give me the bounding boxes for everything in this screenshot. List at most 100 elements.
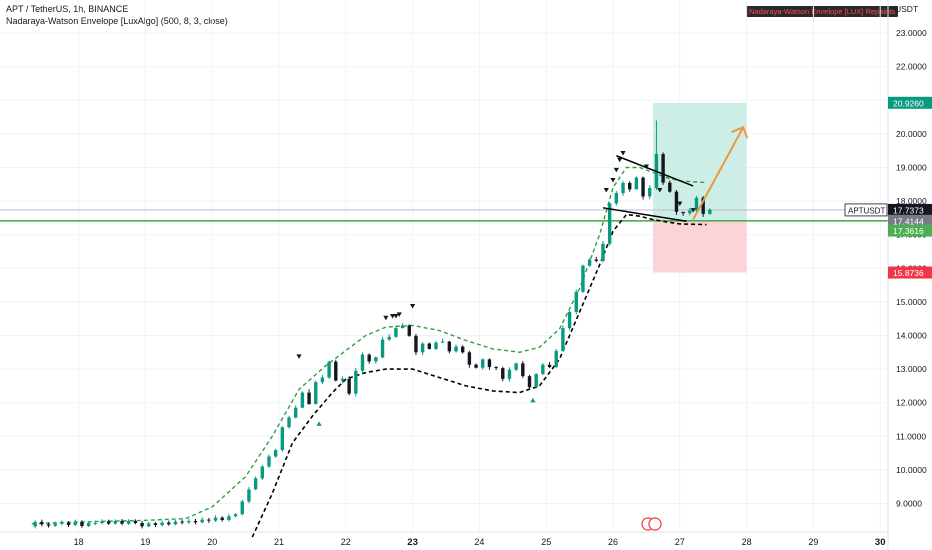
candle-body xyxy=(360,354,365,371)
candle-body xyxy=(587,259,592,266)
envelope-upper-band xyxy=(31,166,707,525)
candle-body xyxy=(474,364,478,368)
candle-body xyxy=(180,521,184,523)
candle-body xyxy=(501,368,505,379)
candle-body xyxy=(340,378,345,381)
candle-body xyxy=(153,523,158,526)
candle-body xyxy=(173,521,178,525)
time-tick-label: 23 xyxy=(407,537,418,548)
candle-body xyxy=(314,382,318,405)
candle-body xyxy=(187,520,191,523)
candle-body xyxy=(681,211,685,214)
projection-arrow xyxy=(692,126,745,221)
candle-body xyxy=(60,522,64,524)
sell-signal-marker xyxy=(690,208,696,213)
candle-body xyxy=(233,514,238,517)
price-tick-label: 19.0000 xyxy=(896,163,927,173)
time-tick-label: 19 xyxy=(140,537,150,547)
stop-price-label: 15.8736 xyxy=(893,268,924,278)
time-tick-label: 26 xyxy=(608,537,618,547)
last-price-label: 17.7373 xyxy=(893,205,924,215)
candle-body xyxy=(434,342,438,349)
candle-body xyxy=(447,341,452,352)
price-tick-label: 20.0000 xyxy=(896,129,927,139)
sell-signal-marker xyxy=(677,201,683,206)
time-tick-label: 28 xyxy=(742,537,752,547)
price-lines xyxy=(0,209,888,222)
time-tick-label: 20 xyxy=(207,537,217,547)
candle-body xyxy=(407,325,411,336)
candle-body xyxy=(53,523,57,526)
price-tick-label: 13.0000 xyxy=(896,364,927,374)
price-tick-label: 18.0000 xyxy=(896,196,927,206)
candle-body xyxy=(73,521,77,526)
envelope-bands xyxy=(31,166,707,538)
symbol-legend: APT / TetherUS, 1h, BINANCE xyxy=(6,4,129,14)
candle-body xyxy=(267,456,271,467)
candle-body xyxy=(674,191,679,212)
time-axis[interactable]: 1819202122232425262728293031 xyxy=(0,531,932,548)
candle-body xyxy=(200,519,204,523)
candle-body xyxy=(193,520,198,523)
sell-signal-marker xyxy=(393,314,399,319)
candle-body xyxy=(280,427,285,451)
candle-body xyxy=(514,363,518,370)
ticker-tag-label: APTUSDT xyxy=(848,206,885,215)
candle-body xyxy=(220,517,224,520)
candle-body xyxy=(394,328,398,337)
sell-signal-marker xyxy=(396,312,402,317)
buy-signal-marker xyxy=(530,397,536,403)
chart-grid xyxy=(0,0,888,532)
candle-body xyxy=(547,364,552,368)
position-zones xyxy=(653,102,747,273)
repaint-warning-badge: Nadaraya-Watson Envelope [LUX] Repaints xyxy=(746,6,899,17)
price-tick-label: 15.0000 xyxy=(896,297,927,307)
candle-body xyxy=(66,522,71,526)
candle-body xyxy=(621,182,625,194)
candle-body xyxy=(100,521,104,523)
candle-body xyxy=(554,350,558,368)
stop-zone xyxy=(653,220,747,273)
sell-signal-marker xyxy=(620,151,626,156)
buy-signal-marker xyxy=(316,421,322,426)
candle-body xyxy=(380,339,385,358)
price-tick-label: 9.0000 xyxy=(896,499,922,509)
candle-body xyxy=(688,210,692,214)
candle-body xyxy=(140,522,144,527)
candle-body xyxy=(581,265,585,292)
candle-body xyxy=(106,521,111,524)
candle-body xyxy=(454,346,458,352)
entry-price-label: 17.4144 xyxy=(893,216,924,226)
time-tick-label: 29 xyxy=(808,537,818,547)
price-tick-label: 14.0000 xyxy=(896,331,927,341)
time-tick-label: 27 xyxy=(675,537,685,547)
candle-body xyxy=(668,182,672,192)
candle-body xyxy=(467,352,472,365)
candle-body xyxy=(461,346,465,353)
candle-body xyxy=(354,370,358,394)
candle-body xyxy=(607,203,612,244)
candle-body xyxy=(427,343,431,349)
candle-body xyxy=(33,521,37,527)
logo-ring-2 xyxy=(648,517,662,531)
sell-signal-marker xyxy=(603,188,609,193)
candle-body xyxy=(120,520,124,524)
target-zone xyxy=(653,102,747,221)
ma-price-label: 17.3616 xyxy=(893,226,924,236)
candle-body xyxy=(387,336,391,340)
price-tick-label: 23.0000 xyxy=(896,28,927,38)
sell-signal-marker xyxy=(296,354,302,359)
sell-signal-marker xyxy=(410,303,416,309)
currency-label: USDT xyxy=(895,4,919,14)
stop-price-label-bg xyxy=(888,266,932,279)
trendline xyxy=(616,155,694,187)
tradingview-logo xyxy=(641,517,662,531)
candle-body xyxy=(347,378,351,394)
sell-signal-marker xyxy=(617,157,623,163)
candle-body xyxy=(300,392,305,408)
price-tick-label: 22.0000 xyxy=(896,62,927,72)
sell-signal-marker xyxy=(643,164,649,169)
candle-body xyxy=(160,522,164,526)
entry-price-label-bg xyxy=(888,214,932,227)
